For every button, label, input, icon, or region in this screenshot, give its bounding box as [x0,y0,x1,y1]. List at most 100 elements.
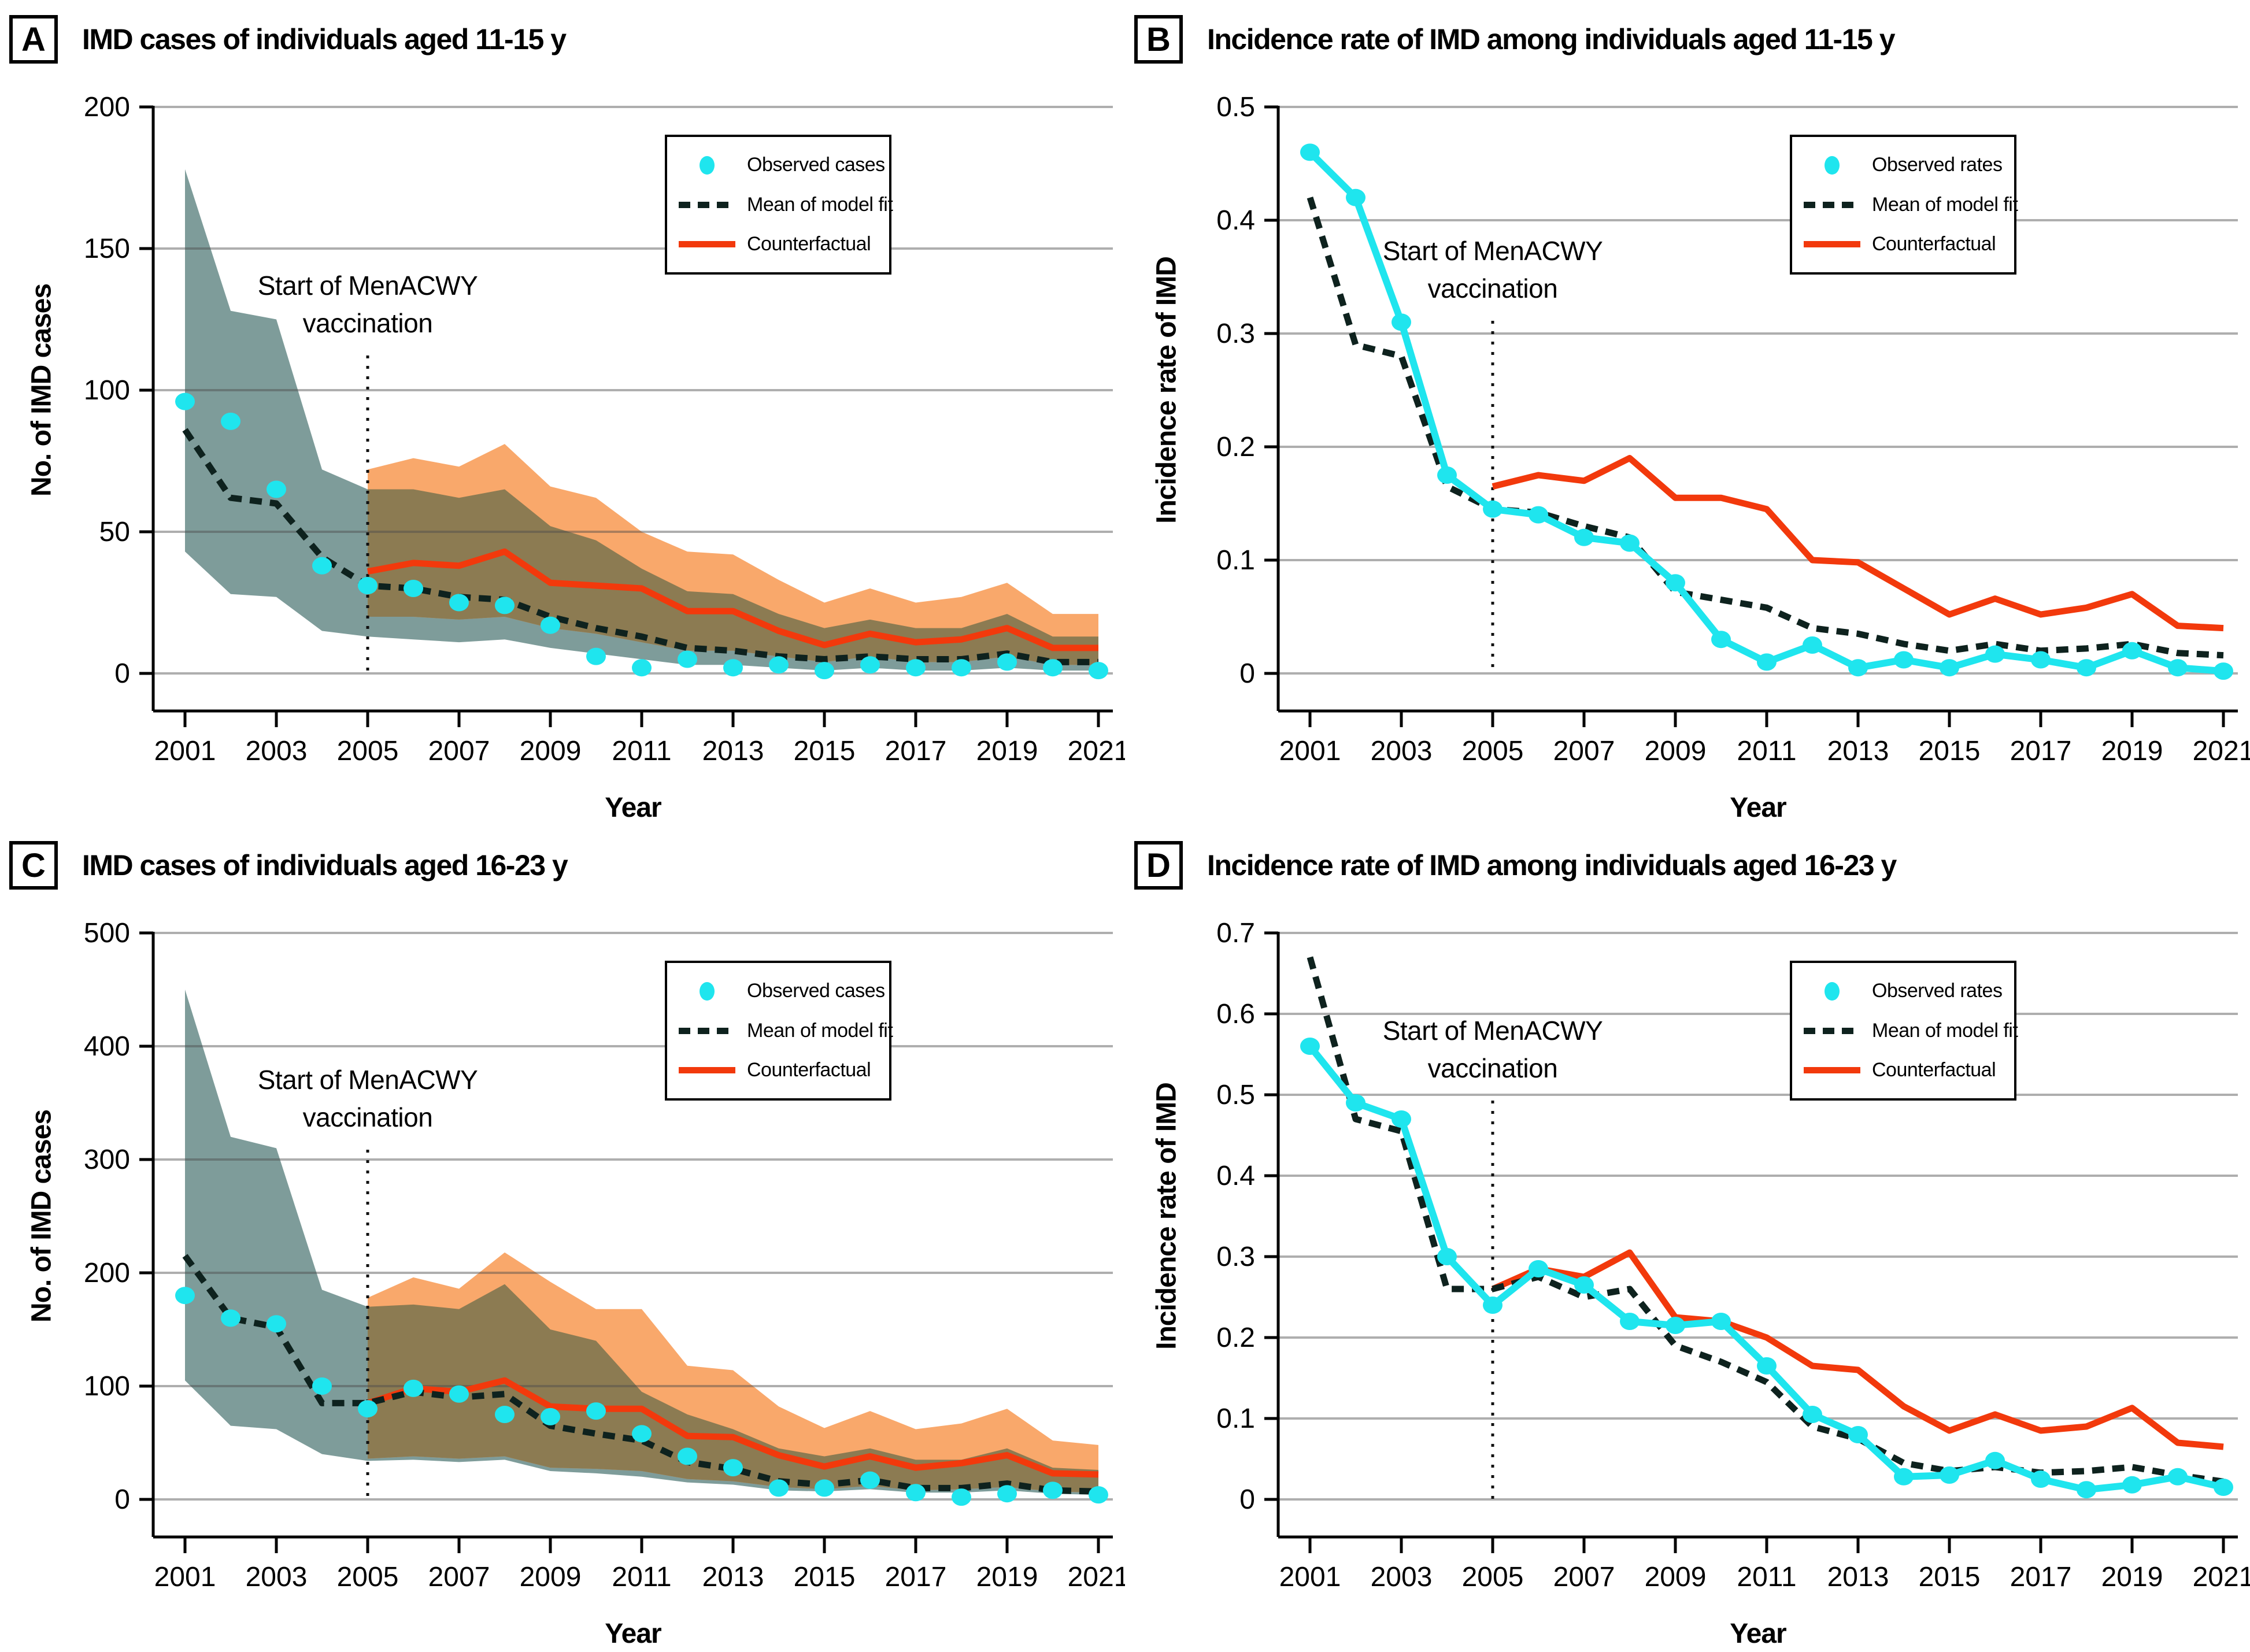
observed-point [860,656,880,674]
solid-line-icon [1792,240,1872,247]
panel-title: Incidence rate of IMD among individuals … [1207,23,1896,55]
x-tick-label: 2011 [1737,736,1796,766]
y-tick-label: 0 [1239,1484,1255,1515]
chart-canvas-b: 0 0.1 0.2 0.3 0.4 0.5 Start of MenACWY vaccinat… [1216,92,2250,766]
band-overlap-region [368,1284,1098,1493]
panel-b: 0 0.1 0.2 0.3 0.4 0.5 Start of MenACWY vaccinat… [1125,0,2250,826]
legend: Observed rates Mean of model fit Counter… [1790,135,2018,275]
observed-point [586,1402,606,1420]
legend-row-counterfactual: Counterfactual [1792,233,2014,255]
x-tick-label: 2009 [520,1562,582,1592]
x-tick-label: 2001 [154,736,216,766]
solid-line-icon [1792,1066,1872,1073]
x-tick-label: 2013 [702,1562,764,1592]
observed-point [2214,1479,2233,1496]
observed-point [267,1315,286,1333]
observed-point [1300,1038,1320,1055]
vaccination-annotation: vaccination [303,308,433,338]
observed-point [312,1377,332,1395]
panel-letter-badge: A [9,15,58,64]
observed-point [1043,659,1063,677]
legend-row-model-fit: Mean of model fit [1792,194,2018,216]
observed-point [678,1447,697,1465]
legend-row-counterfactual: Counterfactual [667,233,889,255]
legend-row-counterfactual: Counterfactual [1792,1059,2014,1081]
observed-point [2122,1476,2142,1494]
dashed-line-icon [667,1027,747,1034]
legend-row-observed: Observed cases [667,154,889,176]
observed-point [723,659,743,677]
legend: Observed cases Mean of model fit Counter… [665,135,893,275]
x-tick-label: 2019 [976,1562,1038,1592]
solid-line-icon [667,240,747,247]
observed-point [1089,662,1108,680]
observed-point [2031,651,2051,669]
panel-d: 0 0.1 0.2 0.3 0.4 0.5 0.6 0.7 Start of MenACWY va… [1125,826,2250,1652]
x-axis-label: Year [1730,1618,1786,1649]
x-tick-label: 2003 [246,736,308,766]
x-tick-label: 2009 [1645,736,1707,766]
observed-point [860,1471,880,1489]
observed-dot-icon [1792,981,1872,1001]
y-tick-label: 200 [84,1258,130,1288]
x-tick-label: 2021 [1068,1562,1125,1592]
observed-point [541,616,560,634]
chart-canvas-a: 0 50 100 150 200 Start of MenACWY vaccination 2… [84,92,1125,766]
observed-point [2168,659,2188,677]
observed-point [404,580,423,597]
y-tick-label: 100 [84,375,130,406]
observed-point [815,1479,834,1497]
observed-point [1574,528,1594,546]
x-tick-label: 2019 [2101,736,2163,766]
solid-line-icon [667,1066,747,1073]
observed-point [312,557,332,575]
x-tick-label: 2005 [337,1562,399,1592]
x-tick-label: 2019 [976,736,1038,766]
x-tick-label: 2005 [1462,1562,1524,1592]
x-tick-label: 2007 [1553,1562,1615,1592]
vaccination-annotation: vaccination [1428,273,1558,303]
y-tick-label: 0 [1239,658,1255,689]
y-tick-label: 0.3 [1216,1242,1255,1272]
observed-point [2122,642,2142,660]
model-fit-line [1307,197,2224,659]
x-tick-label: 2015 [1919,1562,1981,1592]
legend-label: Mean of model fit [1872,1019,2018,1042]
observed-point [586,647,606,665]
observed-point [952,659,971,677]
legend: Observed rates Mean of model fit Counter… [1790,961,2018,1101]
panel-title: IMD cases of individuals aged 16-23 y [82,849,568,881]
observed-point [1620,534,1640,552]
legend-label: Counterfactual [747,1058,871,1081]
x-tick-label: 2007 [428,736,490,766]
x-tick-label: 2001 [1279,736,1341,766]
y-tick-label: 150 [84,234,130,264]
observed-point [221,412,240,430]
counterfactual-line [367,548,1098,651]
legend-label: Counterfactual [1872,1058,1996,1081]
panel-c: 0 100 200 300 400 500 Start of MenACWY vaccinat… [0,826,1125,1652]
y-tick-label: 0.5 [1216,92,1255,123]
y-tick-label: 300 [84,1144,130,1175]
observed-point [1894,1468,1914,1486]
observed-point [1666,1317,1685,1334]
observed-point [1803,636,1822,654]
observed-point [1940,1466,1959,1484]
legend-row-observed: Observed rates [1792,980,2014,1002]
observed-point [1392,1110,1411,1128]
observed-point [769,656,789,674]
observed-point [1848,1426,1868,1443]
y-tick-label: 400 [84,1031,130,1062]
observed-point [1043,1481,1063,1499]
legend-row-model-fit: Mean of model fit [1792,1020,2018,1042]
x-tick-label: 2011 [612,736,671,766]
x-tick-label: 2003 [246,1562,308,1592]
chart-canvas-c: 0 100 200 300 400 500 Start of MenACWY vaccinat… [84,918,1125,1592]
counterfactual-line [1491,1249,2224,1450]
x-axis-label: Year [605,792,661,823]
panel-a-header: A IMD cases of individuals aged 11-15 y [9,15,567,64]
y-tick-label: 0.4 [1216,205,1255,236]
observed-point [1803,1406,1822,1423]
counterfactual-line [367,1377,1099,1478]
observed-point [1620,1313,1640,1330]
